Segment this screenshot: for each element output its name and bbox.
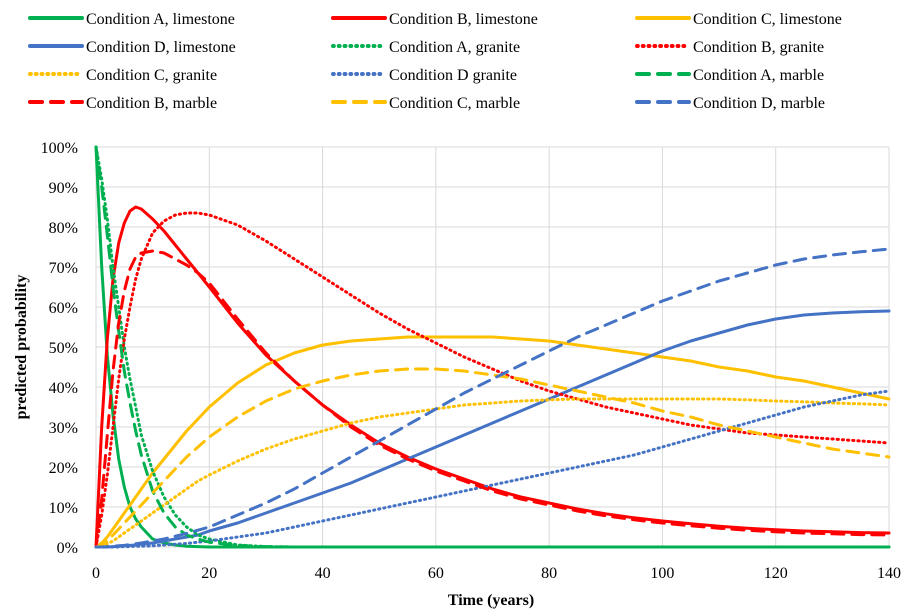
legend-item: Condition C, limestone (635, 11, 842, 28)
legend-item: Condition B, marble (28, 95, 217, 112)
series-line-condition-a-marble (94, 145, 891, 549)
legend-label: Condition C, granite (86, 67, 217, 84)
series-line-condition-c-granite (94, 397, 891, 549)
y-tick-label: 80% (49, 220, 78, 237)
legend-item: Condition D, marble (635, 95, 825, 112)
axis-ticks: 0% 10% 20% 30% 40% 50% 60% 70% 80% 90% 100% 0 20 40 60… (41, 140, 901, 582)
x-tick-label: 40 (315, 565, 331, 582)
legend-item: Condition B, granite (635, 39, 824, 56)
series-line-condition-d-limestone (94, 309, 891, 549)
y-tick-label: 60% (49, 300, 78, 317)
legend-label: Condition A, granite (389, 39, 520, 56)
y-tick-label: 50% (49, 340, 78, 357)
legend-item: Condition A, limestone (28, 11, 235, 28)
gridlines (95, 146, 890, 548)
legend-item: Condition D granite (331, 67, 517, 84)
y-tick-label: 40% (49, 380, 78, 397)
x-tick-label: 140 (877, 565, 901, 582)
y-tick-label: 100% (41, 140, 78, 157)
x-tick-label: 100 (650, 565, 674, 582)
legend-label: Condition B, limestone (389, 11, 538, 28)
series-lines (94, 145, 891, 549)
legend-item: Condition B, limestone (331, 11, 538, 28)
series-line-condition-c-marble (94, 367, 891, 549)
x-tick-label: 80 (541, 565, 557, 582)
y-tick-label: 90% (49, 180, 78, 197)
legend-item: Condition A, granite (331, 39, 520, 56)
x-tick-label: 60 (428, 565, 444, 582)
legend-label: Condition B, marble (86, 95, 217, 112)
x-tick-label: 120 (764, 565, 788, 582)
legend-label: Condition D, marble (693, 95, 825, 112)
series-line-condition-b-marble (94, 249, 891, 549)
legend-label: Condition C, limestone (693, 11, 842, 28)
legend-label: Condition A, marble (693, 67, 824, 84)
y-tick-label: 10% (49, 500, 78, 517)
series-line-condition-b-granite (94, 211, 891, 549)
legend-label: Condition C, marble (389, 95, 520, 112)
series-line-condition-d-granite (94, 389, 891, 549)
x-tick-label: 20 (201, 565, 217, 582)
y-tick-label: 70% (49, 260, 78, 277)
legend-label: Condition B, granite (693, 39, 824, 56)
series-line-condition-d-marble (94, 247, 891, 549)
legend-item: Condition C, marble (331, 95, 520, 112)
legend-item: Condition C, granite (28, 67, 217, 84)
legend-label: Condition A, limestone (86, 11, 235, 28)
series-line-condition-c-limestone (94, 335, 891, 549)
legend: Condition A, limestone Condition B, limes… (28, 11, 842, 112)
y-tick-label: 30% (49, 420, 78, 437)
legend-label: Condition D granite (389, 67, 517, 84)
y-tick-label: 20% (49, 460, 78, 477)
legend-item: Condition A, marble (635, 67, 824, 84)
series-line-condition-b-limestone (94, 205, 891, 549)
legend-item: Condition D, limestone (28, 39, 236, 56)
legend-label: Condition D, limestone (86, 39, 236, 56)
y-tick-label: 0% (57, 540, 78, 557)
x-tick-label: 0 (92, 565, 100, 582)
x-axis-title: Time (years) (448, 592, 534, 609)
y-axis-title: predicted probability (13, 275, 30, 420)
